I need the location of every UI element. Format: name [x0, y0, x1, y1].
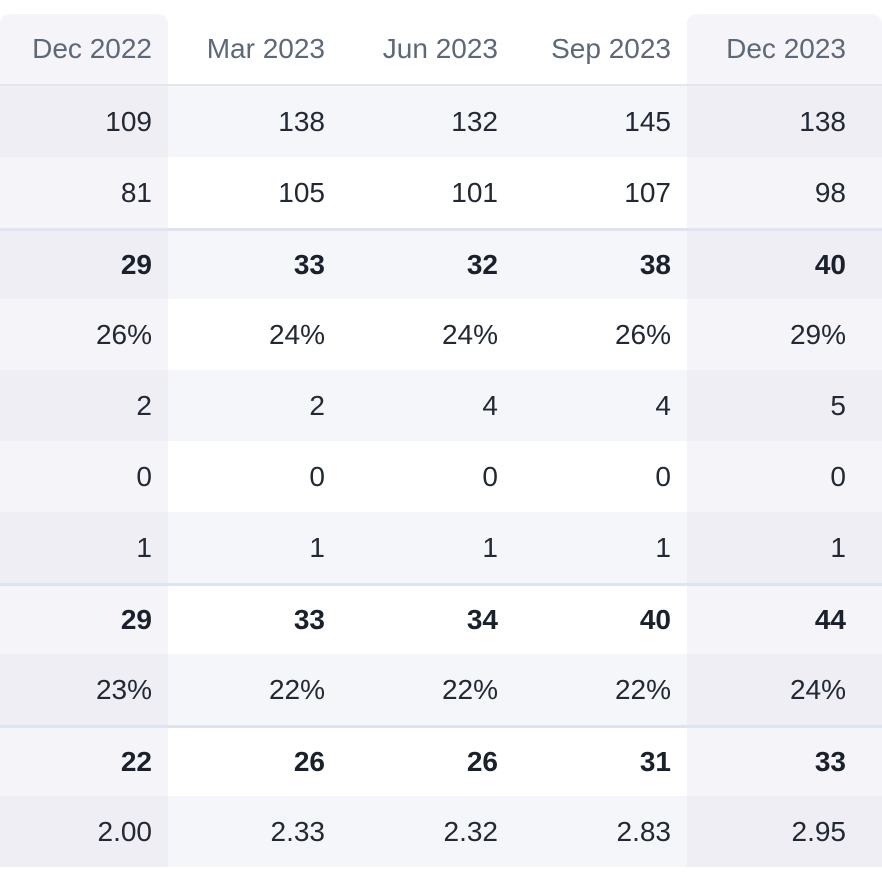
table-cell: 34 — [341, 583, 514, 654]
table-cell: 0 — [687, 441, 882, 512]
table-cell: 105 — [168, 157, 341, 228]
table-cell: 5 — [687, 370, 882, 441]
table-cell: 2 — [0, 370, 168, 441]
table-cell: 23% — [0, 654, 168, 725]
table-cell: 22% — [514, 654, 687, 725]
table-cell: 29 — [0, 583, 168, 654]
table-cell: 24% — [168, 299, 341, 370]
column-header: Dec 2023 — [687, 14, 882, 86]
table-cell: 26% — [0, 299, 168, 370]
table-header: Dec 2022 Mar 2023 Jun 2023 Sep 2023 Dec 2023 — [0, 14, 882, 86]
table-cell: 145 — [514, 86, 687, 157]
table-cell: 2.32 — [341, 796, 514, 867]
table-body: 109 138 132 145 138 81 105 101 107 98 29 33 32 38 40 26… — [0, 86, 882, 867]
table-row: 23% 22% 22% 22% 24% — [0, 654, 882, 725]
table-cell: 1 — [341, 512, 514, 583]
table-cell: 29% — [687, 299, 882, 370]
table-cell: 109 — [0, 86, 168, 157]
column-header: Mar 2023 — [168, 14, 341, 86]
table-row: 22 26 26 31 33 — [0, 725, 882, 796]
top-spacer — [0, 0, 882, 14]
table-cell: 33 — [168, 228, 341, 299]
table-cell: 2 — [168, 370, 341, 441]
table-cell: 40 — [687, 228, 882, 299]
table-cell: 26% — [514, 299, 687, 370]
table-cell: 138 — [687, 86, 882, 157]
table-cell: 132 — [341, 86, 514, 157]
table-cell: 1 — [0, 512, 168, 583]
table-cell: 24% — [341, 299, 514, 370]
table-cell: 1 — [687, 512, 882, 583]
table-row: 29 33 34 40 44 — [0, 583, 882, 654]
table-cell: 24% — [687, 654, 882, 725]
table-cell: 107 — [514, 157, 687, 228]
table-row: 109 138 132 145 138 — [0, 86, 882, 157]
table-cell: 22% — [341, 654, 514, 725]
table-cell: 138 — [168, 86, 341, 157]
table-row: 29 33 32 38 40 — [0, 228, 882, 299]
table-cell: 38 — [514, 228, 687, 299]
table-cell: 0 — [168, 441, 341, 512]
table-cell: 1 — [514, 512, 687, 583]
table-cell: 2.95 — [687, 796, 882, 867]
column-header: Jun 2023 — [341, 14, 514, 86]
table-cell: 1 — [168, 512, 341, 583]
table-cell: 22% — [168, 654, 341, 725]
table-cell: 2.33 — [168, 796, 341, 867]
table-row: 81 105 101 107 98 — [0, 157, 882, 228]
table-cell: 4 — [514, 370, 687, 441]
table-cell: 31 — [514, 725, 687, 796]
table-cell: 26 — [341, 725, 514, 796]
table-row: 2.00 2.33 2.32 2.83 2.95 — [0, 796, 882, 867]
table-cell: 0 — [0, 441, 168, 512]
table-row: 26% 24% 24% 26% 29% — [0, 299, 882, 370]
table-cell: 0 — [341, 441, 514, 512]
table-cell: 40 — [514, 583, 687, 654]
quarterly-data-table: Dec 2022 Mar 2023 Jun 2023 Sep 2023 Dec 2023… — [0, 14, 882, 867]
table-cell: 26 — [168, 725, 341, 796]
column-header: Dec 2022 — [0, 14, 168, 86]
table-cell: 4 — [341, 370, 514, 441]
table-cell: 44 — [687, 583, 882, 654]
table-cell: 2.00 — [0, 796, 168, 867]
table-cell: 101 — [341, 157, 514, 228]
table-cell: 98 — [687, 157, 882, 228]
table-cell: 29 — [0, 228, 168, 299]
table-cell: 2.83 — [514, 796, 687, 867]
table-cell: 33 — [687, 725, 882, 796]
table-cell: 0 — [514, 441, 687, 512]
table-cell: 32 — [341, 228, 514, 299]
column-header: Sep 2023 — [514, 14, 687, 86]
table-cell: 22 — [0, 725, 168, 796]
header-row: Dec 2022 Mar 2023 Jun 2023 Sep 2023 Dec 2023 — [0, 14, 882, 86]
table-cell: 81 — [0, 157, 168, 228]
table-cell: 33 — [168, 583, 341, 654]
